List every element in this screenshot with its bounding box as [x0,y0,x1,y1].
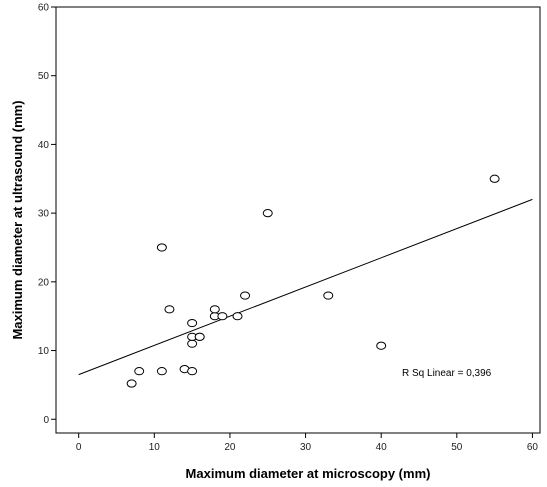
x-tick-label: 10 [149,442,161,453]
y-tick-label: 50 [38,71,50,82]
data-point [376,341,387,350]
r-squared-annotation: R Sq Linear = 0,396 [402,368,492,379]
data-point [209,305,220,314]
data-point [164,305,175,314]
data-point [187,318,198,328]
data-point [187,339,198,348]
y-tick-label: 20 [38,277,50,288]
y-tick-label: 40 [38,140,50,151]
data-point [240,291,251,300]
x-tick-label: 40 [376,442,388,453]
x-tick-label: 0 [76,442,82,453]
y-axis-title: Maximum diameter at ultrasound (mm) [10,100,25,339]
x-axis-title: Maximum diameter at microscopy (mm) [186,466,431,481]
x-tick-label: 50 [451,442,463,453]
data-points [126,174,500,388]
data-point [489,174,500,183]
x-tick-label: 20 [224,442,236,453]
y-tick-label: 30 [38,209,50,220]
data-point [323,291,334,300]
data-point [126,379,137,388]
data-point [194,332,205,341]
y-tick-label: 60 [38,3,50,14]
data-point [217,312,228,321]
data-point [156,243,167,252]
data-point [156,367,167,376]
regression-line-group [78,198,533,376]
data-point [134,367,145,376]
regression-line [78,198,533,376]
x-axis: 0 10 20 30 40 50 60 [76,433,539,453]
y-tick-label: 0 [43,415,49,426]
y-axis: 0 10 20 30 40 50 60 [38,3,56,426]
x-tick-label: 60 [527,442,539,453]
data-point [262,209,273,218]
y-tick-label: 10 [38,346,50,357]
data-point [187,367,198,376]
x-tick-label: 30 [300,442,312,453]
plot-frame [55,6,541,434]
data-point [232,312,243,321]
